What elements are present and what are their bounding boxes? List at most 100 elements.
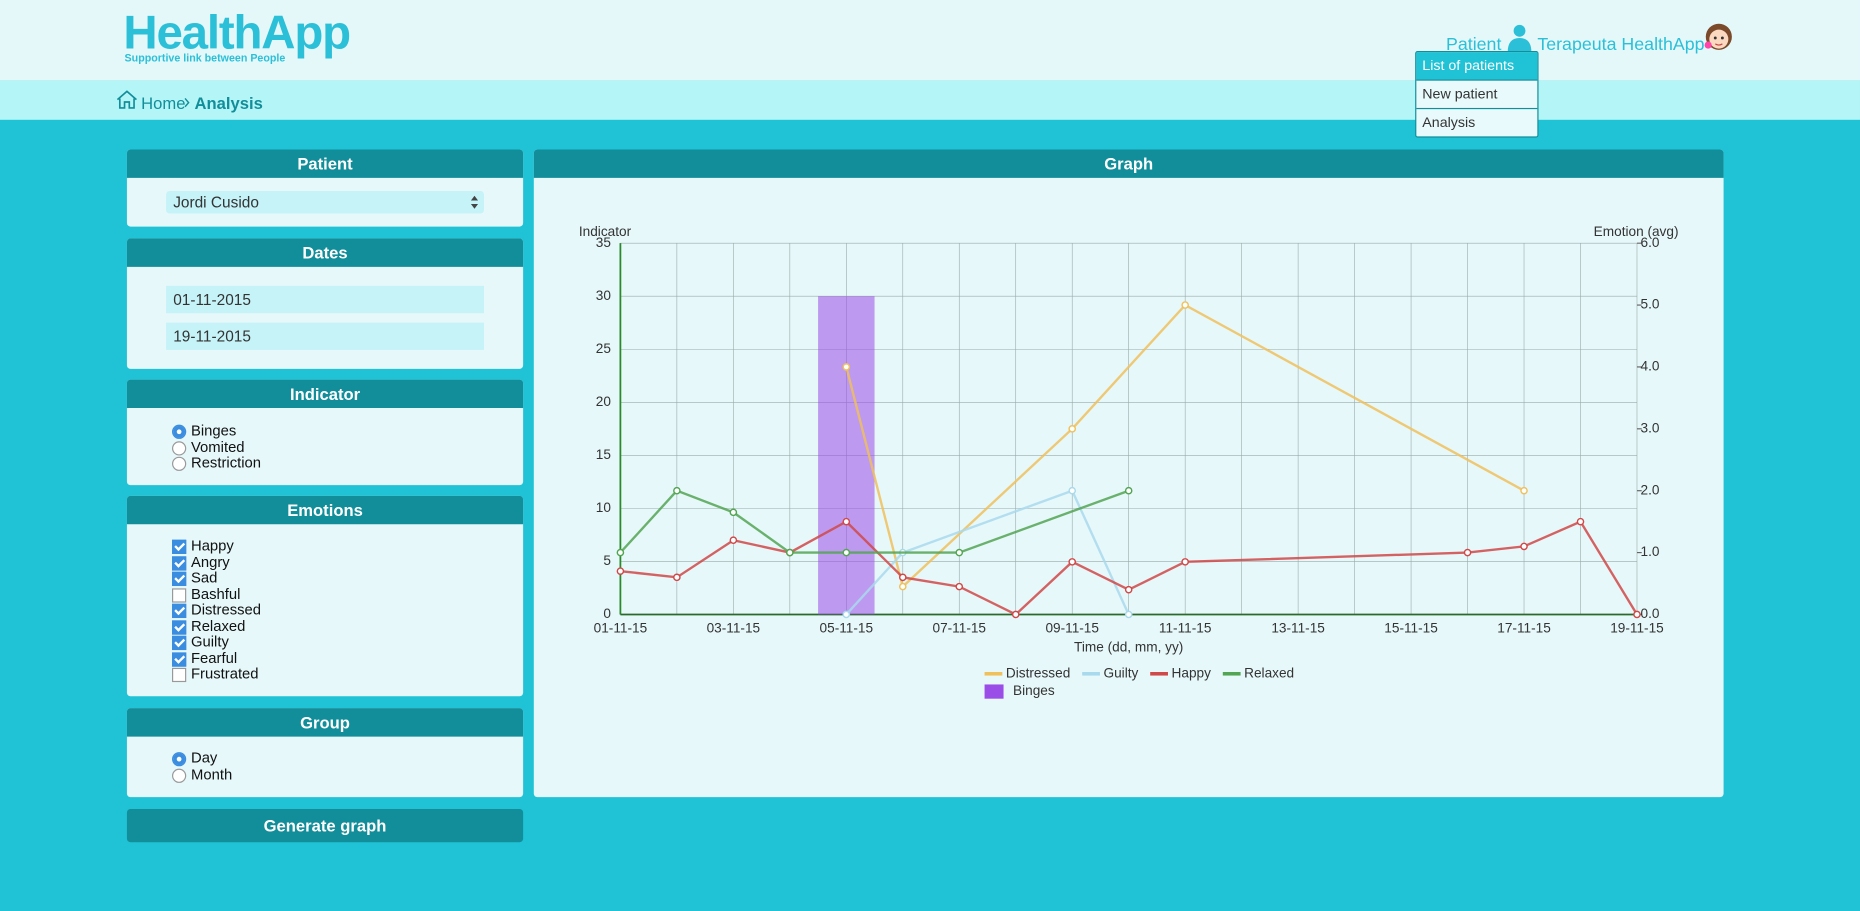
group-panel: Group Day Month: [126, 708, 524, 798]
x-tick-label: 03-11-15: [707, 620, 761, 635]
y2-tick-label: 0.0: [1641, 606, 1660, 621]
option[interactable]: Restriction: [127, 454, 523, 472]
option-label: Vomited: [190, 438, 245, 455]
x-axis-label: Time (dd, mm, yy): [1074, 639, 1183, 654]
option-list: Binges Vomited Restriction: [127, 408, 523, 471]
option[interactable]: Guilty: [127, 634, 523, 651]
radio-button[interactable]: [172, 424, 187, 439]
nav-link[interactable]: Terapeuta HealthApp: [1537, 34, 1705, 55]
point: [1633, 610, 1641, 619]
point: [1011, 610, 1020, 619]
chart: 01-11-15 03-11-15 05-11-15 07-11-15 09-11-15…: [579, 224, 1679, 699]
option[interactable]: Sad: [127, 570, 523, 587]
checkbox[interactable]: [172, 651, 187, 667]
select-value: Jordi Cusido: [173, 193, 259, 212]
date-input[interactable]: 01-11-2015: [166, 285, 484, 314]
option-label: Fearful: [190, 649, 238, 667]
generate-button[interactable]: Generate graph: [126, 809, 524, 843]
user-icon: [1507, 24, 1532, 53]
patient-select[interactable]: Jordi Cusido: [166, 190, 484, 214]
radio-button[interactable]: [172, 768, 187, 783]
radio-button[interactable]: [172, 752, 187, 767]
checkbox[interactable]: [172, 635, 187, 651]
checkbox[interactable]: [172, 587, 187, 603]
legend-label: Binges: [1013, 683, 1055, 698]
option[interactable]: Fearful: [127, 649, 523, 667]
y2-tick-label: 2.0: [1641, 482, 1660, 497]
home-icon: [116, 90, 137, 109]
point: [1520, 486, 1528, 495]
option[interactable]: Relaxed: [127, 617, 523, 635]
x-tick-label: 01-11-15: [594, 620, 648, 635]
y2-tick-label: 3.0: [1641, 420, 1660, 435]
radio-button[interactable]: [172, 456, 187, 471]
point: [955, 548, 964, 557]
legend-swatch: [984, 671, 1003, 676]
breadcrumb-bar: [0, 80, 1860, 120]
checkbox[interactable]: [172, 619, 187, 635]
dropdown-menu: List of patients New patient Analysis: [1415, 51, 1539, 138]
breadcrumb-link[interactable]: Home: [141, 93, 186, 113]
option[interactable]: Frustrated: [127, 665, 523, 683]
checkbox[interactable]: [172, 667, 187, 683]
select-arrows: [470, 195, 479, 209]
option[interactable]: Vomited: [127, 439, 523, 455]
option[interactable]: Bashful: [127, 586, 523, 603]
y-tick-label: 25: [596, 341, 611, 356]
point: [898, 582, 907, 591]
x-tick-label: 13-11-15: [1271, 620, 1325, 635]
y-tick-label: 5: [603, 553, 611, 568]
point: [1181, 301, 1189, 309]
nav-link[interactable]: Patient: [1446, 34, 1502, 55]
option[interactable]: Month: [127, 766, 523, 783]
option[interactable]: Binges: [127, 423, 523, 439]
checkbox[interactable]: [172, 571, 187, 586]
legend-label: Distressed: [1006, 665, 1070, 680]
y2-tick-label: 4.0: [1641, 359, 1660, 374]
x-tick-label: 19-11-15: [1610, 620, 1664, 635]
logo[interactable]: HealthApp: [123, 7, 351, 60]
legend-swatch: [1222, 671, 1241, 676]
option[interactable]: Distressed: [127, 602, 523, 619]
point: [729, 508, 738, 517]
point: [1181, 558, 1189, 566]
point: [842, 363, 851, 371]
option[interactable]: Happy: [127, 538, 523, 555]
date-input[interactable]: 19-11-2015: [166, 322, 484, 350]
option-list: Day Month: [127, 737, 523, 783]
y-tick-label: 20: [596, 394, 612, 409]
x-tick-label: 09-11-15: [1045, 620, 1099, 635]
menu-item[interactable]: List of patients: [1416, 52, 1538, 80]
breadcrumb-separator: [184, 97, 190, 108]
radio-button[interactable]: [172, 440, 187, 455]
bar: [818, 296, 875, 615]
legend-swatch: [1150, 671, 1168, 676]
panel-title: Dates: [126, 238, 524, 267]
checkbox[interactable]: [172, 539, 187, 554]
point: [842, 610, 851, 619]
header: [0, 0, 1860, 81]
y2-tick-label: 5.0: [1641, 297, 1660, 312]
y2-axis-label: Emotion (avg): [1594, 224, 1679, 239]
option-label: Frustrated: [190, 665, 259, 683]
point: [1520, 542, 1528, 551]
option[interactable]: Day: [127, 750, 523, 767]
y-tick-label: 30: [596, 288, 612, 303]
legend-swatch: [1082, 671, 1100, 676]
y2-tick-label: 6.0: [1641, 235, 1660, 250]
legend-swatch: [984, 684, 1004, 699]
option-label: Restriction: [190, 454, 262, 471]
point: [842, 548, 851, 557]
menu-item[interactable]: New patient: [1416, 79, 1538, 107]
checkbox[interactable]: [172, 603, 187, 619]
option-label: Angry: [190, 553, 230, 570]
option-list: Happy Angry Sad Bashful Distressed Relaxed Gui…: [127, 524, 523, 683]
legend-label: Relaxed: [1244, 665, 1294, 680]
option[interactable]: Angry: [127, 553, 523, 571]
menu-item[interactable]: Analysis: [1416, 107, 1538, 136]
checkbox[interactable]: [172, 555, 187, 570]
option-label: Relaxed: [190, 617, 246, 635]
y-axis-label: Indicator: [579, 224, 632, 239]
date-value: 19-11-2015: [173, 327, 251, 346]
point: [616, 548, 625, 557]
